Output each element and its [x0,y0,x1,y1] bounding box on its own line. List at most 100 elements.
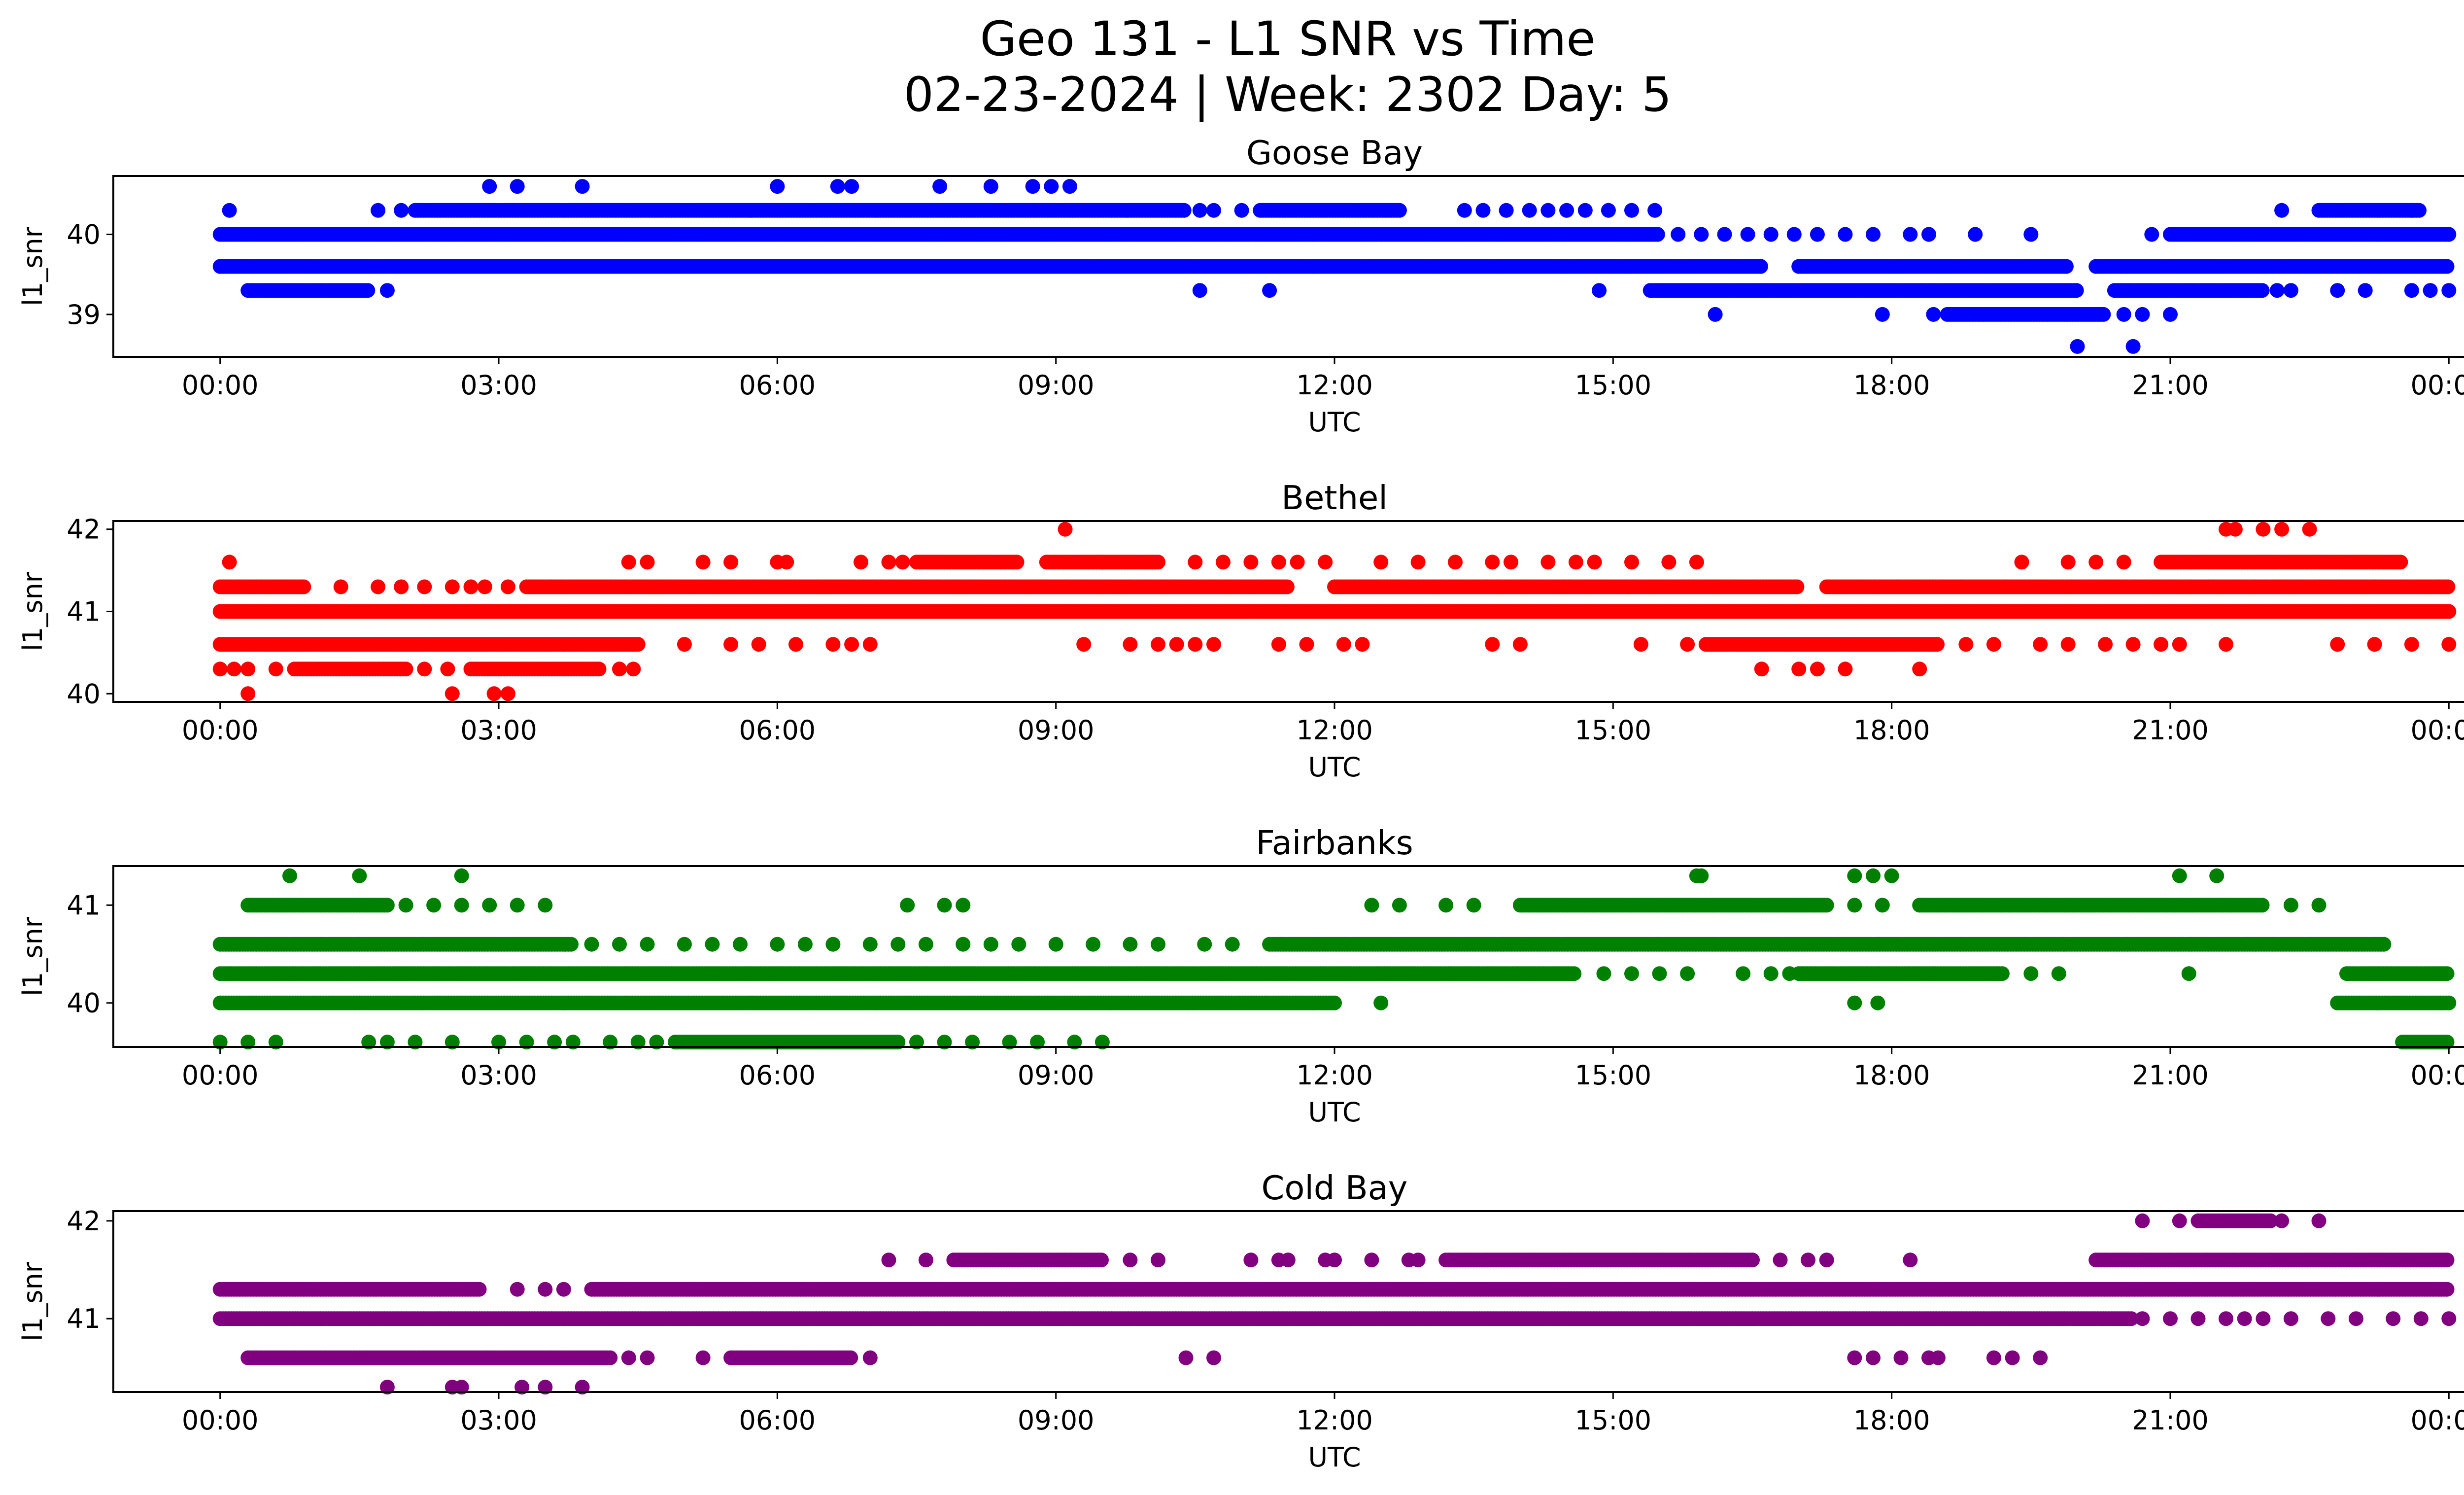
data-point [2070,339,2085,354]
data-point [2274,522,2290,537]
data-point [1025,179,1040,194]
data-point [1206,637,1221,652]
data-point [2125,637,2141,652]
data-point [2439,259,2455,274]
data-point [1810,661,1825,677]
points-fairbanks [212,868,2457,1050]
data-point [630,637,646,652]
data-point [1188,555,1203,570]
data-point [1290,555,1305,570]
data-point [1299,637,1314,652]
data-point [854,555,868,570]
data-point [1912,661,1927,677]
x-ticks-goose-bay: 00:00 03:00 06:00 09:00 12:00 15:00 18:00 21:00… [182,357,2464,401]
data-point [1838,227,1853,242]
data-point [417,661,432,677]
data-point [1234,203,1249,218]
data-point [2283,283,2298,298]
data-point [1633,637,1648,652]
data-point [1373,555,1389,570]
data-point [1058,522,1073,537]
y-axis-label-goose-bay: l1_snr [17,226,48,306]
data-point [486,686,502,701]
data-point [222,203,237,218]
data-point [1176,203,1192,218]
data-point [1336,637,1351,652]
data-point [677,637,692,652]
data-point [1647,203,1663,218]
figure-title-line-2: 02-23-2024 | Week: 2302 Day: 5 [904,67,1672,123]
data-point [1789,579,1805,594]
data-point [1740,227,1755,242]
data-point [2441,227,2457,242]
data-point [1123,637,1138,652]
x-tick-label: 03:00 [460,370,537,401]
data-point [1485,555,1500,570]
data-point [1540,555,1556,570]
x-tick-label: 18:00 [1853,715,1930,746]
data-point [1271,637,1286,652]
x-tick-label: 12:00 [1296,370,1373,401]
data-point [1206,203,1221,218]
data-point [2135,307,2150,322]
data-point [1188,637,1203,652]
data-point [1624,966,1639,981]
subplot-title-bethel: Bethel [1281,479,1388,517]
data-point [2088,555,2104,570]
data-point [1717,227,1732,242]
data-point [1567,966,1582,981]
data-point [1680,966,1695,981]
data-point [1151,555,1165,570]
data-point [2255,283,2270,298]
data-point [723,555,739,570]
data-point [1243,555,1259,570]
data-point [779,555,794,570]
data-point [2404,203,2419,218]
y-tick-label: 40 [67,678,101,709]
data-point [268,661,283,677]
data-point [1499,203,1514,218]
data-point [1754,661,1769,677]
data-point [1866,227,1881,242]
data-point [1009,555,1025,570]
data-point [2014,555,2029,570]
data-point [1689,555,1704,570]
data-point [932,179,948,194]
data-point [1763,227,1779,242]
data-point [371,203,386,218]
x-tick-label: 06:00 [739,370,816,401]
data-point [2358,283,2373,298]
data-point [1875,307,1890,322]
points-bethel [212,522,2457,701]
data-point [2144,227,2159,242]
data-point [895,555,910,570]
data-point [1355,637,1370,652]
data-point [640,555,655,570]
points-goose-bay [212,179,2457,354]
data-point [1624,203,1639,218]
y-axis-label-bethel: l1_snr [17,571,48,651]
data-point [2441,637,2457,652]
data-point [2274,203,2290,218]
data-point [844,637,859,652]
data-point [1763,966,1779,981]
data-point [2023,966,2039,981]
data-point [227,661,241,677]
data-point [1810,227,1825,242]
data-point [1592,283,1607,298]
data-point [2330,637,2345,652]
data-point [723,637,739,652]
data-point [1192,203,1207,218]
data-point [1169,637,1184,652]
data-point [1448,555,1463,570]
data-point [1279,579,1295,594]
data-point [510,179,525,194]
data-point [2256,522,2271,537]
x-tick-label: 15:00 [1575,715,1652,746]
data-point [1926,307,1941,322]
